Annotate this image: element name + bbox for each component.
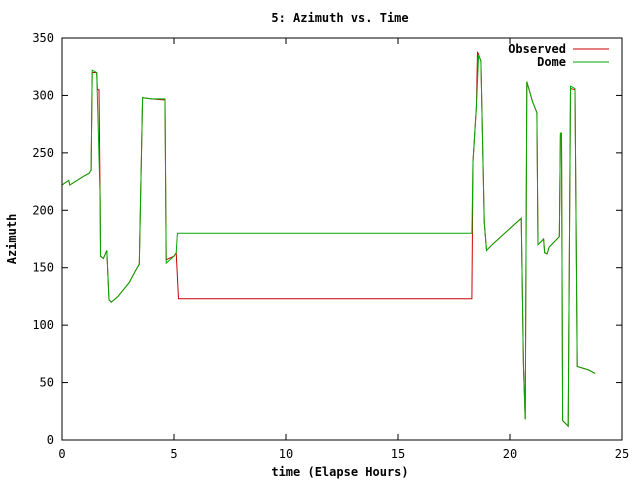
x-tick-label: 10 — [279, 447, 293, 461]
x-tick-label: 5 — [170, 447, 177, 461]
x-axis-ticks: 0 5 10 15 20 25 — [58, 38, 629, 461]
y-tick-label: 0 — [47, 433, 54, 447]
y-tick-label: 200 — [32, 203, 54, 217]
y-tick-label: 350 — [32, 31, 54, 45]
y-tick-label: 300 — [32, 88, 54, 102]
legend-label-observed: Observed — [508, 42, 566, 56]
series-layer — [61, 51, 596, 428]
y-tick-label: 250 — [32, 146, 54, 160]
y-axis-label: Azimuth — [5, 214, 19, 265]
x-tick-label: 20 — [503, 447, 517, 461]
chart-title: 5: Azimuth vs. Time — [271, 11, 408, 25]
x-tick-label: 15 — [391, 447, 405, 461]
y-axis-ticks: 0 50 100 150 200 250 300 350 — [32, 31, 622, 447]
y-tick-label: 150 — [32, 261, 54, 275]
y-tick-label: 50 — [40, 376, 54, 390]
plot-frame — [61, 37, 623, 441]
series-line-dome — [61, 55, 596, 428]
x-tick-label: 0 — [58, 447, 65, 461]
x-axis-label: time (Elapse Hours) — [271, 465, 408, 479]
x-tick-label: 25 — [615, 447, 629, 461]
legend-label-dome: Dome — [537, 55, 566, 69]
y-tick-label: 100 — [32, 318, 54, 332]
